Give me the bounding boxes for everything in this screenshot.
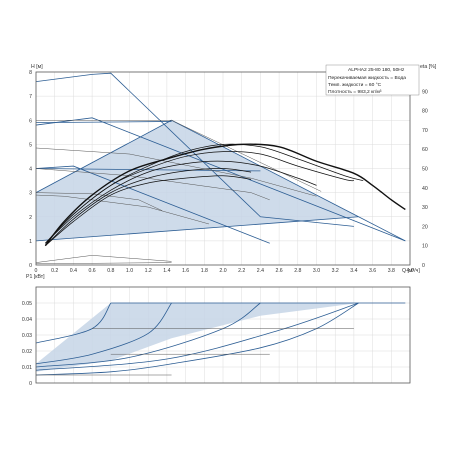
head-series-grey-7 [36, 120, 322, 192]
head-y-tick-label: 4 [29, 167, 32, 173]
power-operating-region [36, 303, 359, 372]
x-tick-label: 1.0 [126, 268, 133, 274]
x-tick-label: 2.6 [275, 268, 282, 274]
x-tick-label: 3.8 [388, 268, 395, 274]
head-series-blue-3 [35, 119, 406, 242]
head-series-grey-13 [35, 262, 172, 265]
head-y-tick-label: 7 [29, 94, 32, 100]
head-series-eff-17 [45, 160, 317, 244]
legend-model: ALPHA2 25-80 180, 50Hz [348, 67, 405, 73]
x-tick-label: 0.2 [51, 268, 58, 274]
x-tick-label: 0.8 [107, 268, 114, 274]
head-series-grey-8 [35, 147, 317, 197]
flow-x-axis-label: Q [м³/ч] [402, 268, 420, 274]
eta-y-tick-label: 30 [422, 205, 428, 211]
legend-temperature: Темп. жидкости = 60 °C [328, 82, 382, 88]
x-tick-label: 0 [35, 268, 38, 274]
head-y-tick-label: 0 [29, 263, 32, 269]
power-series-blue-5 [35, 302, 359, 376]
eta-y-tick-label: 10 [422, 244, 428, 250]
head-plot-frame [35, 71, 411, 266]
x-tick-label: 1.8 [201, 268, 208, 274]
legend-box: ALPHA2 25-80 180, 50Hz Перекачиваемая жи… [325, 64, 420, 96]
x-tick-label: 4.0 [406, 268, 413, 274]
head-series-blue-0 [35, 72, 354, 227]
head-series-blue-2 [35, 165, 270, 244]
head-y-tick-label: 8 [29, 70, 32, 76]
frame-layer [35, 71, 411, 384]
x-tick-label: 1.4 [163, 268, 170, 274]
head-y-axis-label: H [м] [31, 64, 43, 70]
x-tick-label: 3.2 [332, 268, 339, 274]
power-y-tick-label: 0.02 [22, 349, 32, 355]
x-tick-label: 3.0 [313, 268, 320, 274]
head-series-grey-12 [35, 255, 172, 263]
head-series-grey-11 [35, 192, 163, 211]
eta-y-tick-label: 80 [422, 109, 428, 115]
power-series-blue-3 [35, 302, 261, 368]
head-y-tick-label: 5 [29, 142, 32, 148]
x-tick-label: 1.6 [182, 268, 189, 274]
x-tick-label: 2.4 [257, 268, 264, 274]
head-series-eff-18 [45, 168, 252, 246]
head-series-eff-16 [45, 151, 354, 244]
power-y-tick-label: 0.04 [22, 317, 32, 323]
power-y-axis-label: P1 [кВт] [26, 274, 45, 280]
head-series-blue-4 [35, 121, 172, 124]
curves-layer [35, 72, 406, 376]
eta-y-tick-label: 40 [422, 186, 428, 192]
eta-y-tick-label: 60 [422, 147, 428, 153]
head-series-grey-9 [35, 168, 270, 201]
x-tick-label: 3.4 [350, 268, 357, 274]
power-y-tick-label: 0.03 [22, 333, 32, 339]
x-tick-label: 0.4 [70, 268, 77, 274]
eta-y-tick-label: 90 [422, 89, 428, 95]
power-series-blue-4 [35, 302, 359, 371]
eta-y-tick-label: 70 [422, 128, 428, 134]
power-y-tick-label: 0.01 [22, 365, 32, 371]
head-series-grey-10 [35, 194, 210, 225]
head-y-tick-label: 3 [29, 191, 32, 197]
eta-y-tick-label: 0 [422, 263, 425, 269]
tick-labels-layer: 0 0.2 0.4 0.6 0.8 1.0 1.2 1.4 1.6 1.8 2.0 2.2 2.4 2.6… [22, 70, 428, 387]
legend-density: Плотность = 983,2 кг/м³ [328, 89, 382, 95]
eta-y-tick-label: 20 [422, 224, 428, 230]
head-y-tick-label: 1 [29, 239, 32, 245]
power-series-blue-2 [35, 302, 172, 365]
power-y-tick-label: 0.05 [22, 301, 32, 307]
head-y-tick-label: 2 [29, 215, 32, 221]
power-y-tick-label: 0 [29, 381, 32, 387]
eta-y-tick-label: 50 [422, 167, 428, 173]
operating-region-layer [36, 120, 359, 372]
x-tick-label: 2.2 [238, 268, 245, 274]
x-tick-label: 2.8 [294, 268, 301, 274]
x-tick-label: 2.0 [219, 268, 226, 274]
x-tick-label: 1.2 [145, 268, 152, 274]
head-series-blue-5 [35, 168, 261, 172]
x-tick-label: 0.6 [88, 268, 95, 274]
eta-y-axis-label: eta [%] [420, 64, 437, 70]
power-plot-frame [35, 286, 411, 384]
head-y-tick-label: 6 [29, 118, 32, 124]
legend-liquid: Перекачиваемая жидкость = Вода [328, 75, 406, 81]
head-operating-region [36, 120, 359, 241]
x-tick-label: 3.6 [369, 268, 376, 274]
head-series-eff-19 [45, 175, 252, 246]
head-series-blue-6 [35, 216, 359, 242]
